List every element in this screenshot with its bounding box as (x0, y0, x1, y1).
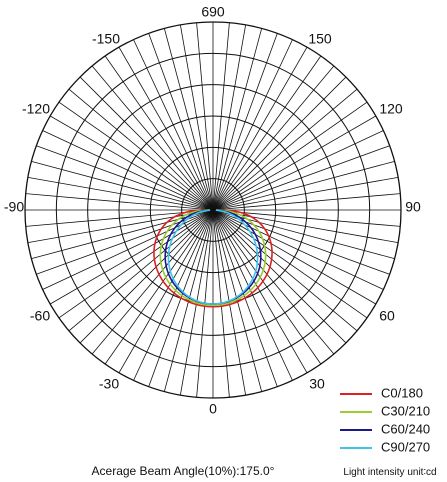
angle-label: -60 (30, 308, 50, 324)
grid-spoke (68, 88, 214, 211)
angle-label: -120 (22, 101, 50, 117)
grid-spoke (58, 209, 214, 319)
grid-spoke (42, 130, 214, 211)
grid-spoke (212, 209, 399, 244)
grid-spoke (212, 115, 377, 211)
angle-labels: 0 30 -30 60 -60 90 -90 120 -120 150 -150 690 (4, 4, 421, 417)
legend-label: C0/180 (381, 385, 423, 400)
grid-spoke (68, 209, 214, 332)
series-curve-C0-180 (153, 209, 273, 308)
polar-grid (24, 21, 402, 399)
grid-spoke (212, 55, 322, 211)
grid-spoke (91, 209, 214, 355)
angle-label: -90 (4, 199, 24, 215)
grid-spoke (25, 193, 214, 211)
grid-spoke (212, 209, 368, 319)
grid-spoke (196, 22, 214, 211)
grid-spoke (212, 160, 395, 211)
series-curve-C30-210 (159, 209, 267, 307)
grid-spoke (25, 209, 214, 227)
grid-spoke (212, 88, 358, 211)
grid-spoke (27, 209, 214, 244)
grid-spoke (148, 33, 214, 211)
grid-spoke (58, 101, 214, 211)
grid-spoke (212, 193, 401, 211)
grid-spoke (31, 209, 214, 260)
grid-spoke (212, 176, 399, 211)
unit-label: Light intensity unit∶cd (343, 467, 436, 478)
angle-label: 30 (309, 376, 325, 392)
grid-spoke (104, 209, 214, 365)
grid-spoke (91, 65, 214, 211)
grid-spoke (212, 209, 263, 392)
grid-spoke (118, 209, 214, 374)
intensity-curves (153, 209, 273, 308)
grid-spoke (212, 209, 293, 381)
grid-spoke (212, 28, 263, 211)
grid-spoke (104, 55, 214, 211)
grid-spoke (212, 209, 335, 355)
grid-spoke (133, 39, 214, 211)
grid-spoke (212, 209, 384, 290)
grid-spoke (212, 209, 308, 374)
grid-spoke (212, 209, 358, 332)
grid-spoke (179, 24, 214, 211)
angle-label: 60 (379, 308, 395, 324)
legend: C0/180 C30/210 C60/240 C90/270 (340, 385, 430, 454)
grid-spoke (133, 209, 214, 381)
grid-spoke (36, 209, 214, 275)
grid-spoke (212, 65, 335, 211)
grid-spoke (212, 145, 390, 211)
legend-label: C90/270 (381, 439, 430, 454)
grid-spoke (36, 145, 214, 211)
grid-spoke (79, 209, 214, 344)
grid-spoke (212, 22, 230, 211)
grid-spoke (42, 209, 214, 290)
grid-spoke (212, 76, 347, 211)
legend-label: C30/210 (381, 403, 430, 418)
angle-label: 150 (308, 31, 332, 47)
grid-spoke (212, 209, 377, 305)
grid-spoke (212, 130, 384, 211)
grid-spoke (212, 101, 368, 211)
legend-label: C60/240 (381, 421, 430, 436)
angle-label: -150 (92, 31, 120, 47)
grid-spoke (212, 209, 322, 365)
grid-spoke (31, 160, 214, 211)
grid-spoke (212, 33, 278, 211)
grid-spoke (212, 39, 293, 211)
grid-spoke (212, 209, 390, 275)
grid-spoke (49, 115, 214, 211)
angle-label: 0 (209, 401, 217, 417)
grid-spoke (212, 209, 401, 227)
grid-spoke (163, 209, 214, 392)
angle-label: 120 (379, 101, 403, 117)
grid-spoke (163, 28, 214, 211)
beam-angle-caption: Acerage Beam Angle(10%):175.0° (92, 464, 275, 478)
series-curve-C90-270 (167, 209, 259, 305)
grid-spoke (118, 46, 214, 211)
radial-max-label: 690 (201, 4, 225, 20)
angle-label: -30 (99, 376, 119, 392)
grid-spoke (212, 209, 395, 260)
grid-spoke (212, 24, 247, 211)
grid-spoke (49, 209, 214, 305)
grid-spoke (79, 76, 214, 211)
grid-spoke (212, 209, 347, 344)
angle-label: 90 (405, 199, 421, 215)
grid-spoke (212, 46, 308, 211)
grid-spoke (27, 176, 214, 211)
